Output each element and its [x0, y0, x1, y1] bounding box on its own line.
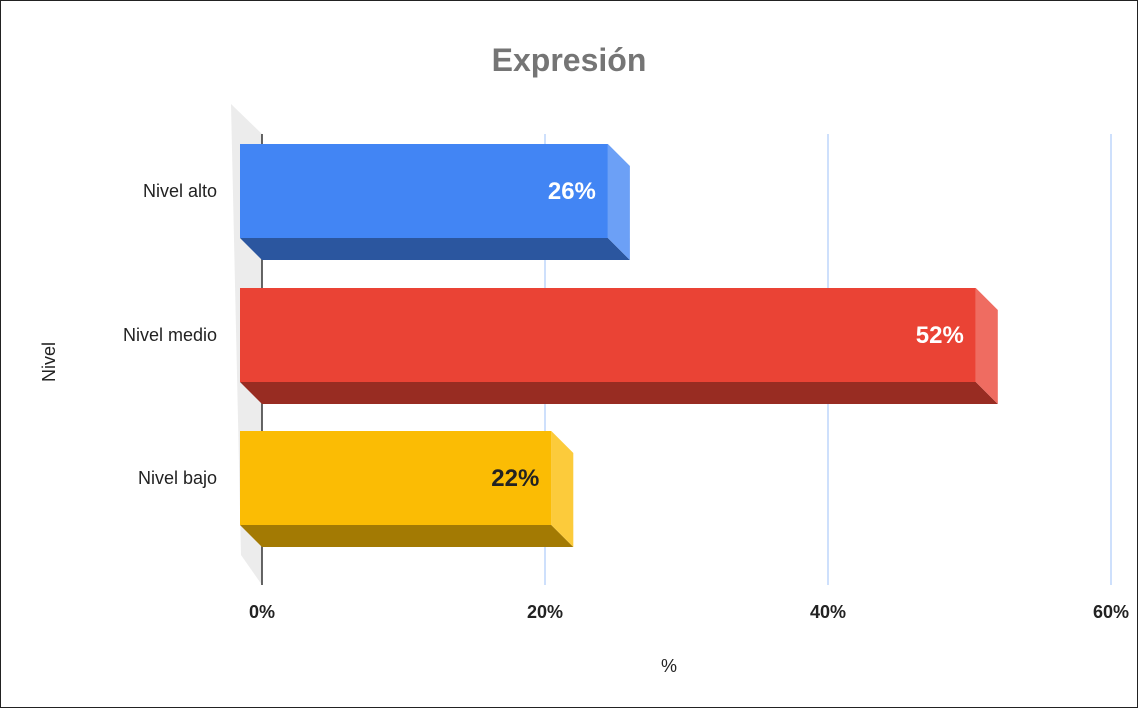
- bar-end-face: [551, 431, 574, 547]
- bar-bottom-face: [240, 238, 630, 260]
- x-tick-label: 60%: [1093, 602, 1129, 622]
- bar: [240, 144, 608, 238]
- x-axis-label: %: [661, 656, 677, 676]
- category-labels: Nivel alto Nivel medio Nivel bajo: [123, 181, 217, 488]
- data-label: 22%: [491, 465, 539, 492]
- x-tick-label: 0%: [249, 602, 275, 622]
- bars: 26% 52% 22%: [240, 144, 998, 547]
- y-axis-label: Nivel: [39, 342, 59, 382]
- x-tick-labels: 0% 20% 40% 60%: [249, 602, 1129, 622]
- data-label: 52%: [916, 322, 964, 349]
- x-tick-label: 40%: [810, 602, 846, 622]
- category-label: Nivel alto: [143, 181, 217, 201]
- bar-end-face: [975, 288, 998, 404]
- bar: [240, 431, 552, 525]
- category-label: Nivel medio: [123, 325, 217, 345]
- bar-bottom-face: [240, 525, 574, 547]
- x-tick-label: 20%: [527, 602, 563, 622]
- chart-title: Expresión: [492, 42, 647, 78]
- bar-end-face: [607, 144, 630, 260]
- data-label: 26%: [548, 178, 596, 205]
- bar: [240, 288, 976, 382]
- category-label: Nivel bajo: [138, 468, 217, 488]
- bar-bottom-face: [240, 382, 998, 404]
